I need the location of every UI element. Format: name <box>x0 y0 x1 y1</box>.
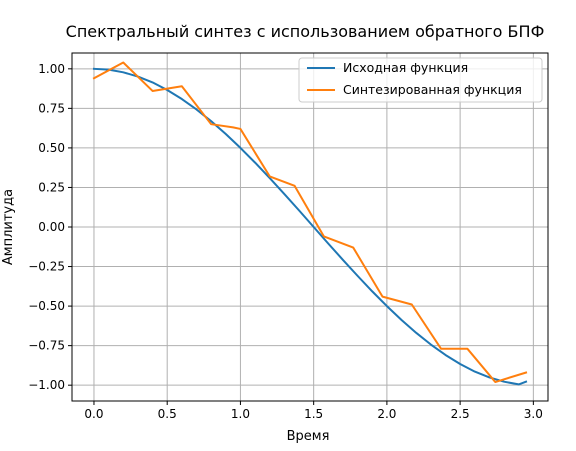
series-line-original <box>92 67 528 386</box>
x-tick-label: 1.0 <box>231 407 250 421</box>
y-tick-label: 0.00 <box>38 220 65 234</box>
y-tick-label: 0.50 <box>38 141 65 155</box>
x-axis-label: Время <box>287 429 330 444</box>
series-lines <box>92 61 528 386</box>
legend: Исходная функция Синтезированная функция <box>298 57 543 103</box>
x-tick-label: 0.0 <box>84 407 103 421</box>
y-axis-label: Амплитуда <box>1 189 16 265</box>
x-axis-ticks: 0.0 0.5 1.0 1.5 2.0 2.5 3.0 <box>84 401 543 421</box>
x-tick-label: 0.5 <box>158 407 177 421</box>
y-tick-label: −0.75 <box>28 339 65 353</box>
y-tick-label: −0.50 <box>28 299 65 313</box>
y-tick-label: 1.00 <box>38 62 65 76</box>
series-line-synthesized <box>92 61 528 384</box>
y-axis-ticks: 1.00 0.75 0.50 0.25 0.00 −0.25 −0.50 −0.75 −1.00 <box>28 62 72 392</box>
grid <box>72 53 548 401</box>
x-tick-label: 3.0 <box>524 407 543 421</box>
y-tick-label: −0.25 <box>28 260 65 274</box>
y-tick-label: −1.00 <box>28 378 65 392</box>
chart-title: Спектральный синтез с использованием обр… <box>66 22 545 41</box>
legend-label-original: Исходная функция <box>343 60 468 75</box>
y-tick-label: 0.25 <box>38 180 65 194</box>
x-tick-label: 2.0 <box>377 407 396 421</box>
x-tick-label: 2.5 <box>451 407 470 421</box>
y-tick-label: 0.75 <box>38 101 65 115</box>
legend-label-synthesized: Синтезированная функция <box>343 82 522 97</box>
legend-frame <box>298 57 543 103</box>
x-tick-label: 1.5 <box>304 407 323 421</box>
